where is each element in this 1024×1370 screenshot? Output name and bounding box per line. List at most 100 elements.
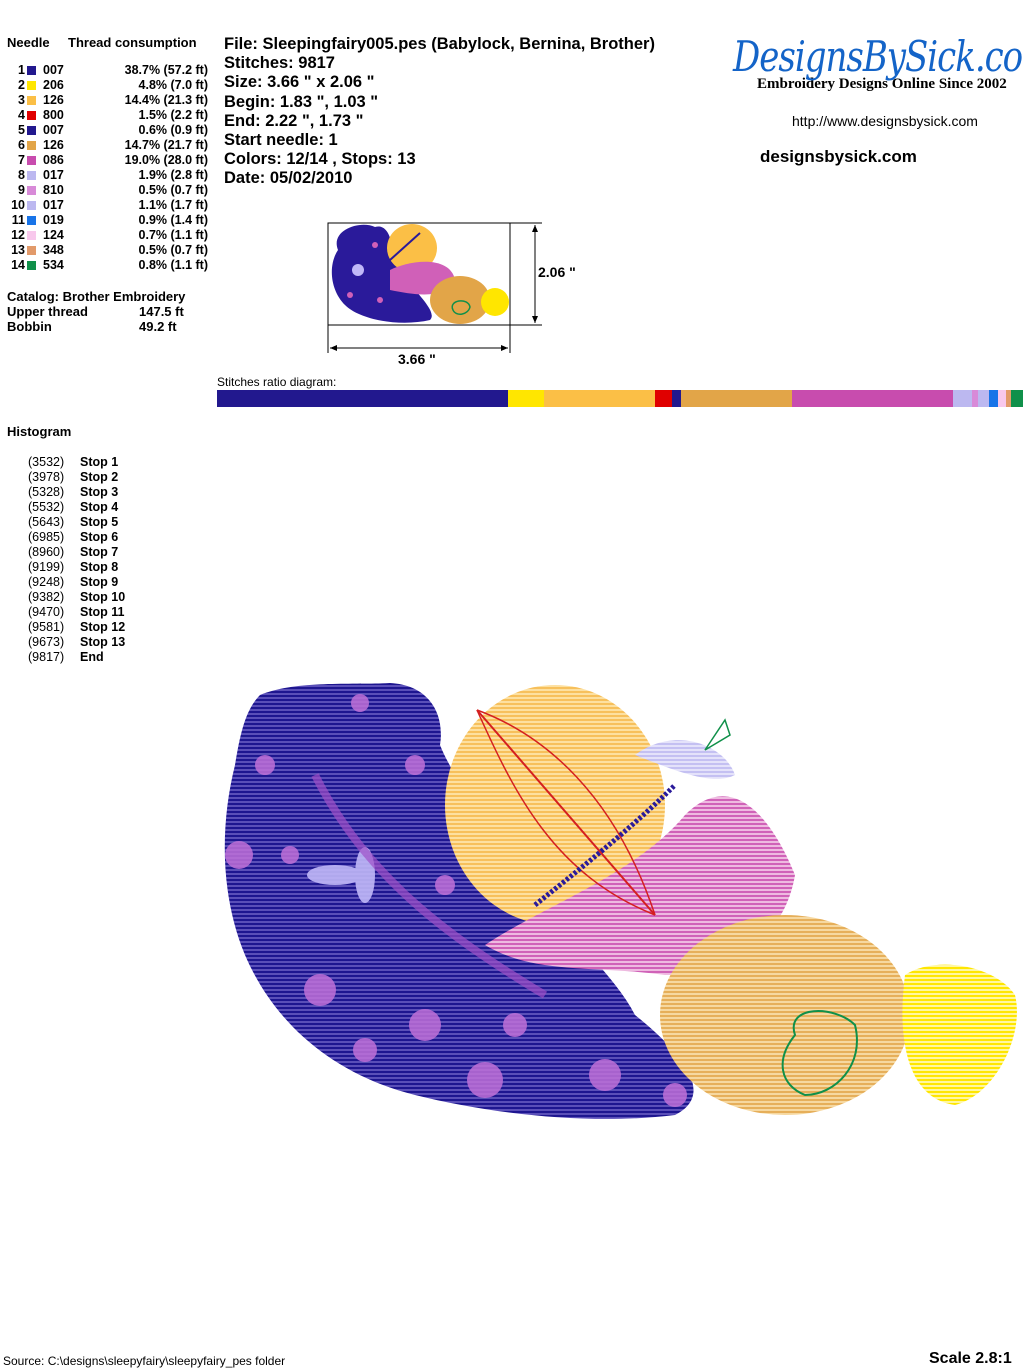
stop-label: Stop 10 [80,590,126,604]
info-stitches: Stitches: 9817 [224,54,335,73]
needle-number: 13 [11,243,25,257]
thread-consumption: 19.0% (28.0 ft) [124,153,208,167]
ratio-segment [655,390,673,407]
needle-row: 5 007 0.6% (0.9 ft) [7,123,208,138]
thread-code: 017 [43,198,64,212]
stop-stitch-count: (5532) [28,500,65,514]
stop-label: Stop 7 [80,545,119,559]
stop-label: Stop 13 [80,635,126,649]
needle-color-swatch [27,261,36,270]
info-size: Size: 3.66 " x 2.06 " [224,73,375,92]
info-begin: Begin: 1.83 ", 1.03 " [224,92,379,111]
stop-stitch-count: (5643) [28,515,65,529]
histogram-stop: (6985) Stop 6 [28,530,125,545]
stop-stitch-count: (9817) [28,650,65,664]
needle-color-swatch [27,81,36,90]
needle-color-swatch [27,141,36,150]
info-start-needle: Start needle: 1 [224,131,338,150]
thread-code: 206 [43,78,64,92]
histogram-stop: (9581) Stop 12 [28,620,125,635]
thumbnail-preview: 2.06 " 3.66 " [327,222,576,367]
thread-code: 126 [43,93,64,107]
upper-thread-value: 147.5 ft [139,304,184,319]
thread-consumption: 4.8% (7.0 ft) [138,78,208,92]
needle-color-swatch [27,216,36,225]
thread-code: 810 [43,183,64,197]
thread-code: 534 [43,258,64,272]
thread-consumption: 1.1% (1.7 ft) [138,198,208,212]
thread-code: 007 [43,63,64,77]
histogram-stop: (9382) Stop 10 [28,590,125,605]
needle-color-swatch [27,111,36,120]
ratio-segment [989,390,999,407]
needle-row: 13 348 0.5% (0.7 ft) [7,243,208,258]
needle-number: 10 [11,198,25,212]
stop-stitch-count: (9199) [28,560,65,574]
website-url[interactable]: http://www.designsbysick.com [792,113,978,129]
thread-code: 019 [43,213,64,227]
needle-number: 9 [18,183,25,197]
histogram-stop: (9470) Stop 11 [28,605,125,620]
stop-stitch-count: (9581) [28,620,65,634]
thread-code: 007 [43,123,64,137]
stop-stitch-count: (9470) [28,605,65,619]
ratio-segment [1011,390,1024,407]
needle-number: 1 [18,63,25,77]
needle-row: 1 007 38.7% (57.2 ft) [7,63,208,78]
info-date: Date: 05/02/2010 [224,169,353,188]
histogram-stop: (5643) Stop 5 [28,515,125,530]
needle-row: 2 206 4.8% (7.0 ft) [7,78,208,93]
needle-color-swatch [27,66,36,75]
upper-thread-row: Upper thread 147.5 ft [7,304,185,319]
needle-row: 14 534 0.8% (1.1 ft) [7,258,208,273]
stop-stitch-count: (3532) [28,455,65,469]
stop-label: End [80,650,104,664]
needle-color-swatch [27,246,36,255]
ratio-segment [972,390,978,407]
needle-number: 6 [18,138,25,152]
thread-consumption: 0.9% (1.4 ft) [138,213,208,227]
stop-label: Stop 9 [80,575,119,589]
ratio-segment [507,390,544,407]
catalog-block: Catalog: Brother Embroidery Upper thread… [7,289,185,334]
stop-stitch-count: (3978) [28,470,65,484]
stop-label: Stop 2 [80,470,119,484]
logo-tagline: Embroidery Designs Online Since 2002 [757,76,1007,92]
thread-code: 086 [43,153,64,167]
stop-label: Stop 6 [80,530,119,544]
ratio-segment [952,390,973,407]
thread-header: Thread consumption [68,35,197,50]
thread-code: 017 [43,168,64,182]
scale-label: Scale 2.8:1 [929,1350,1012,1367]
ratio-segment [998,390,1007,407]
histogram-stop: (9199) Stop 8 [28,560,125,575]
upper-thread-label: Upper thread [7,304,88,319]
thread-consumption: 1.5% (2.2 ft) [138,108,208,122]
info-end: End: 2.22 ", 1.73 " [224,111,364,130]
design-render [224,683,1017,1119]
thumbnail-design [331,224,509,324]
needle-row: 6 126 14.7% (21.7 ft) [7,138,208,153]
needle-number: 12 [11,228,25,242]
needle-row: 8 017 1.9% (2.8 ft) [7,168,208,183]
ratio-bar [217,390,1024,407]
needle-row: 7 086 19.0% (28.0 ft) [7,153,208,168]
histogram-stop: (5532) Stop 4 [28,500,125,515]
needle-number: 14 [11,258,25,272]
ratio-segment [791,390,953,407]
stop-stitch-count: (8960) [28,545,65,559]
thread-consumption: 14.7% (21.7 ft) [124,138,208,152]
thread-consumption: 0.5% (0.7 ft) [138,243,208,257]
histogram-list: (3532) Stop 1 (3978) Stop 2 (5328) Stop 3 (553… [28,455,125,665]
stop-label: Stop 1 [80,455,119,469]
histogram-stop: (3978) Stop 2 [28,470,125,485]
info-file: File: Sleepingfairy005.pes (Babylock, Be… [224,35,655,53]
histogram-stop: (3532) Stop 1 [28,455,125,470]
thread-consumption: 38.7% (57.2 ft) [124,63,208,77]
source-path: Source: C:\designs\sleepyfairy\sleepyfai… [3,1354,286,1368]
thread-code: 124 [43,228,64,242]
needle-color-swatch [27,171,36,180]
needle-row: 10 017 1.1% (1.7 ft) [7,198,208,213]
needle-number: 7 [18,153,25,167]
histogram-title: Histogram [7,424,72,439]
